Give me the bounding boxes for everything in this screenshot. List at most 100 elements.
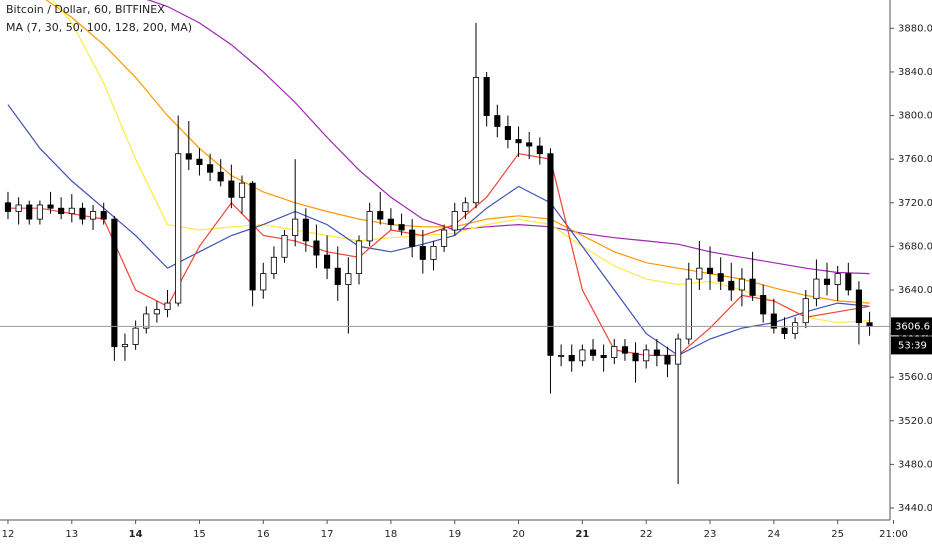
x-tick-label: 25 [831,529,844,540]
candle-body [355,240,363,275]
candle-body [866,322,873,327]
candle-body [153,309,160,315]
candle-body [632,352,639,362]
candle-body [600,354,607,358]
candle-body [26,204,33,220]
x-tick-label: 18 [385,529,398,540]
candle-body [462,202,469,212]
x-tick-label: 12 [2,529,15,540]
candle-body [643,349,650,362]
candle-body [143,313,150,329]
candle-body [568,354,575,362]
candle-body [770,313,777,329]
candle-body [834,273,841,285]
candle-body [185,153,192,160]
candle-body [302,218,309,242]
candle-body [366,211,373,242]
last-price-label: 3606.6 [895,321,930,332]
candle-body [728,280,735,291]
candle-body [68,207,75,215]
last-price-box [891,317,932,336]
candle-body [281,235,288,258]
candle-body [675,338,682,365]
candle-body [558,354,565,357]
candle-body [377,211,384,220]
candle-body [589,349,597,356]
y-tick-label: 3680.0 [898,241,932,252]
candle-body [515,139,522,144]
candle-body [387,218,394,225]
chart-title: Bitcoin / Dollar, 60, BITFINEX [6,3,165,16]
x-tick-label: 14 [129,529,143,540]
candle-body [419,245,426,260]
candle-body [4,202,12,212]
candle-body [579,349,586,362]
candle-body [823,278,831,285]
candle-body [547,153,554,356]
candle-body [504,126,511,140]
candle-body [15,204,22,212]
candle-body [398,224,405,231]
candle-body [121,344,129,348]
candle-body [792,322,799,334]
candle-body [717,273,724,282]
countdown-label: 53:39 [898,340,927,351]
candle-body [207,164,214,173]
x-tick-label: 20 [512,529,525,540]
candle-body [249,182,256,291]
candle-body [324,254,331,269]
candle-body [132,327,139,345]
candle-body [451,211,458,231]
candle-body [228,180,235,198]
candle-body [845,273,852,291]
countdown-box [891,336,932,355]
x-tick-label: 24 [767,529,780,540]
candle-body [100,211,107,220]
plot-area [0,0,890,485]
y-tick-label: 3840.0 [898,67,932,78]
candle-body [217,171,224,182]
y-tick-label: 3560.0 [898,372,932,383]
moving-average [51,0,870,324]
candle-body [238,182,246,198]
y-tick-label: 3880.0 [898,23,932,34]
indicator-label: MA (7, 30, 50, 100, 128, 200, MA) [6,21,192,34]
moving-average [8,153,870,356]
candle-body [802,298,809,324]
candle-body [483,77,490,116]
candle-body [313,240,320,256]
candle-body [611,346,618,358]
candle-body [89,211,97,220]
candle-body [494,115,501,127]
candle-body [345,273,352,285]
x-tick-label: 21:00 [879,529,908,540]
candle-body [813,278,820,300]
moving-average [7,104,870,357]
candle-body [781,327,788,334]
candle-body [409,229,416,247]
candle-body [685,278,692,340]
candle-body [653,349,660,356]
candle-body [270,256,277,275]
candle-body [621,346,629,354]
x-tick-label: 19 [448,529,461,540]
candle-body [430,245,437,260]
candle-body [164,302,171,311]
candle-body [58,207,65,215]
candle-body [664,354,671,365]
x-tick-label: 22 [640,529,653,540]
y-tick-label: 3720.0 [898,198,932,209]
y-tick-label: 3800.0 [898,111,932,122]
candle-body [441,229,448,247]
candle-body [196,158,203,166]
candle-body [47,204,54,209]
candle-body [79,207,86,220]
y-tick-label: 3520.0 [898,416,932,427]
x-tick-label: 16 [257,529,270,540]
candle-body [472,77,480,204]
y-tick-label: 3480.0 [898,459,932,470]
candle-body [536,145,543,155]
candle-body [526,142,533,147]
candle-body [260,273,267,291]
